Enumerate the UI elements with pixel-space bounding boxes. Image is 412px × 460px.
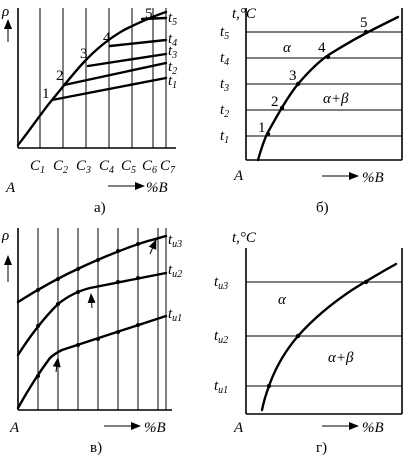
panel-a-point-5: 5 xyxy=(145,6,153,22)
data-point xyxy=(56,302,60,306)
panel-a-label-t1: t1 xyxy=(168,73,177,91)
panel-c-label-tu3: tu3 xyxy=(168,232,182,250)
panel-b-phase-alpha: α xyxy=(283,40,292,56)
panel-c-label-tu2: tu2 xyxy=(168,262,182,280)
panel-b-label-t5: t5 xyxy=(220,24,229,42)
x-label: C6 xyxy=(142,158,157,176)
panel-c-break-arrow xyxy=(52,357,61,373)
data-point xyxy=(96,258,100,262)
panel-a-origin: A xyxy=(5,180,16,196)
panel-c-origin: A xyxy=(9,420,20,436)
panel-a-point-3: 3 xyxy=(80,46,88,62)
x-label: C7 xyxy=(160,158,176,176)
data-point xyxy=(76,267,80,271)
panel-c: ρ xyxy=(1,228,182,456)
panel-c-x-label: %B xyxy=(144,420,166,436)
panel-d-label-tu1: tu1 xyxy=(214,378,228,396)
panel-a-isotherm-t2 xyxy=(62,61,168,87)
data-point xyxy=(136,323,140,327)
x-label: C4 xyxy=(99,158,114,176)
panel-c-label-tu1: tu1 xyxy=(168,306,182,324)
data-point xyxy=(36,374,40,378)
panel-b-label-t2: t2 xyxy=(220,102,229,120)
data-point xyxy=(116,280,120,284)
panel-d-phase-alpha: α xyxy=(278,292,287,308)
panel-c-break-arrow xyxy=(87,293,96,309)
panel-b-point-4: 4 xyxy=(318,40,326,56)
panel-b-label-t4: t4 xyxy=(220,50,229,68)
panel-a-isotherm-t4 xyxy=(108,38,168,48)
panel-a-x-labels: C1 C2 C3 C4 C5 C6 C7 xyxy=(30,158,176,176)
panel-b-point-marker xyxy=(265,131,271,137)
panel-a: ρ 1 2 3 4 5 t5 t4 t3 t2 t1 xyxy=(1,4,177,216)
panel-d-point-marker xyxy=(295,333,301,339)
panel-b-x-label: %B xyxy=(362,170,384,186)
panel-d-y-label: t,°C xyxy=(232,230,257,246)
panel-b-point-marker xyxy=(295,81,301,87)
panel-b-point-5: 5 xyxy=(360,15,368,31)
panel-a-label-t3: t3 xyxy=(168,43,177,61)
panel-d-label-tu2: tu2 xyxy=(214,328,228,346)
panel-b-phase-alpha-beta: α+β xyxy=(323,91,349,107)
panel-b-point-3: 3 xyxy=(289,68,297,84)
panel-d-phase-alpha-beta: α+β xyxy=(328,350,354,366)
panel-b-caption: б) xyxy=(316,200,329,216)
panel-b: t,°C t5 t4 t3 t2 t1 1 2 3 4 5 α α+β A %B… xyxy=(220,6,403,216)
panel-b-origin: A xyxy=(233,168,244,184)
data-point xyxy=(136,276,140,280)
x-label: C3 xyxy=(76,158,91,176)
panel-d-x-label: %B xyxy=(362,420,384,436)
panel-d-point-marker xyxy=(266,383,272,389)
panel-b-point-marker xyxy=(363,29,369,35)
panel-c-y-label: ρ xyxy=(1,228,9,244)
panel-c-curve-tu2 xyxy=(16,271,168,357)
panel-d-caption: г) xyxy=(316,440,327,456)
data-point xyxy=(36,288,40,292)
panel-d-label-tu3: tu3 xyxy=(214,274,228,292)
data-point xyxy=(76,343,80,347)
x-label: C2 xyxy=(53,158,68,176)
data-point xyxy=(116,330,120,334)
panel-a-point-4: 4 xyxy=(103,30,111,46)
panel-d-point-marker xyxy=(363,279,369,285)
panel-d-origin: A xyxy=(233,420,244,436)
panel-a-isotherm-t1 xyxy=(50,76,168,102)
panel-b-point-2: 2 xyxy=(271,94,279,110)
panel-b-point-1: 1 xyxy=(258,120,266,136)
panel-a-x-label: %B xyxy=(146,180,168,196)
panel-b-label-t3: t3 xyxy=(220,76,229,94)
data-point xyxy=(136,242,140,246)
panel-b-solvus-curve xyxy=(256,15,400,162)
panel-a-isotherm-t3 xyxy=(86,52,168,68)
panel-a-point-2: 2 xyxy=(56,68,64,84)
x-label: C5 xyxy=(121,158,136,176)
data-point xyxy=(96,337,100,341)
panel-a-label-t4: t4 xyxy=(168,31,177,49)
data-point xyxy=(116,249,120,253)
panel-a-envelope-curve xyxy=(16,10,168,147)
panel-a-label-t5: t5 xyxy=(168,10,177,28)
panel-c-break-arrow xyxy=(148,239,157,255)
data-point xyxy=(56,277,60,281)
panel-b-point-marker xyxy=(325,54,331,60)
panel-c-curve-tu1 xyxy=(16,314,168,410)
panel-b-label-t1: t1 xyxy=(220,128,229,146)
panel-a-point-1: 1 xyxy=(42,86,50,102)
panel-a-label-t2: t2 xyxy=(168,59,177,77)
panel-c-caption: в) xyxy=(90,440,102,456)
panel-c-curve-tu3 xyxy=(16,234,168,304)
panel-a-isotherm-t5 xyxy=(140,16,168,21)
panel-d-solvus-curve xyxy=(260,262,398,412)
panel-d: t,°C tu3 tu2 tu1 α α+β A %B г) xyxy=(214,230,403,456)
data-point xyxy=(36,324,40,328)
data-point xyxy=(76,290,80,294)
x-label: C1 xyxy=(30,158,45,176)
panel-b-point-marker xyxy=(279,105,285,111)
panel-a-composition-lines xyxy=(39,8,167,148)
panel-b-y-label: t,°C xyxy=(232,6,257,22)
panel-c-composition-lines xyxy=(37,228,167,410)
panel-a-caption: а) xyxy=(94,200,106,216)
panel-a-y-label: ρ xyxy=(1,4,9,20)
